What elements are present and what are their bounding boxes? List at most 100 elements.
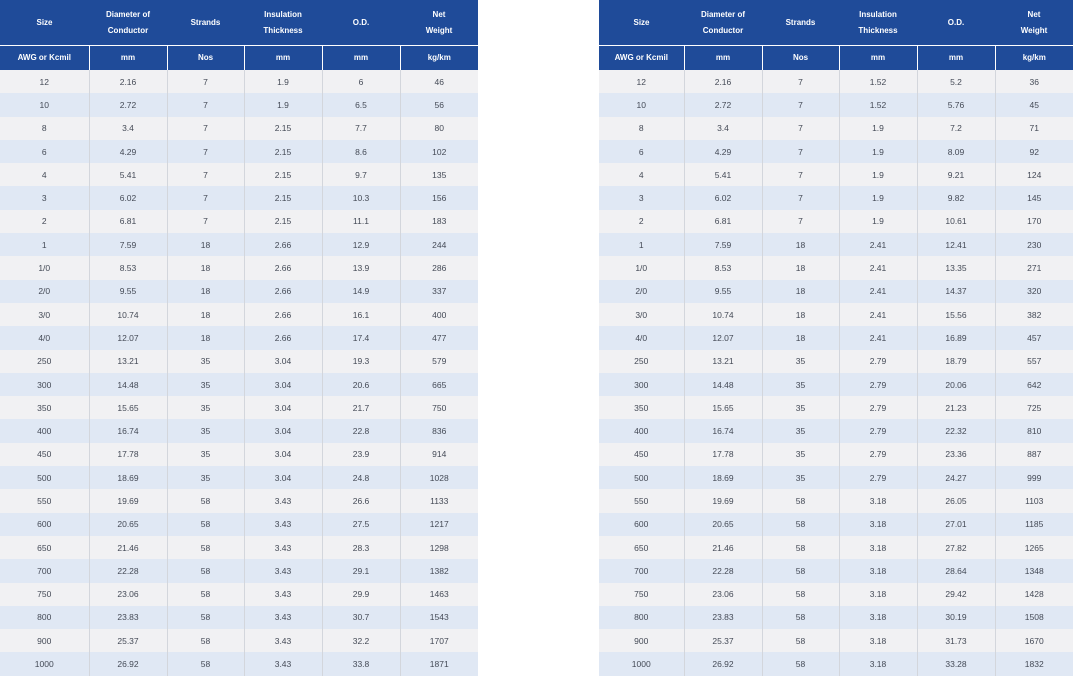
cell-size: 6 <box>0 139 89 164</box>
cell-insulation: 3.18 <box>838 605 917 630</box>
cell-size: 3 <box>599 186 684 210</box>
cell-insulation: 3.04 <box>243 349 322 373</box>
table-row: 1 7.59 18 2.66 12.9 244 <box>0 233 478 257</box>
cell-size: 3/0 <box>0 302 89 327</box>
table-row: 400 16.74 35 2.79 22.32 810 <box>599 419 1073 443</box>
cell-size: 550 <box>0 489 89 513</box>
cell-od: 23.9 <box>321 442 400 467</box>
cell-od: 5.2 <box>916 70 995 94</box>
cell-strands: 18 <box>166 279 244 303</box>
header-size: Size <box>0 0 89 46</box>
cell-strands: 7 <box>761 70 839 94</box>
cell-insulation: 2.41 <box>838 256 917 280</box>
table-row: 2 6.81 7 2.15 11.1 183 <box>0 209 478 234</box>
table-row: 650 21.46 58 3.18 27.82 1265 <box>599 535 1073 560</box>
table-row: 300 14.48 35 3.04 20.6 665 <box>0 372 478 397</box>
cell-strands: 58 <box>166 582 244 606</box>
cell-insulation: 3.43 <box>243 652 322 676</box>
cell-insulation: 2.79 <box>838 372 917 397</box>
cell-strands: 18 <box>761 326 839 350</box>
cell-insulation: 3.18 <box>838 652 917 676</box>
cell-od: 27.82 <box>916 535 995 560</box>
cell-weight: 1265 <box>994 535 1073 560</box>
cell-diameter: 26.92 <box>683 652 762 676</box>
cell-weight: 1185 <box>994 512 1073 536</box>
cell-od: 20.6 <box>321 372 400 397</box>
cell-insulation: 1.9 <box>838 186 917 210</box>
cell-diameter: 21.46 <box>88 535 167 560</box>
cell-strands: 7 <box>761 186 839 210</box>
unit-strands: Nos <box>166 45 244 70</box>
cell-size: 450 <box>0 442 89 467</box>
table-row: 10 2.72 7 1.9 6.5 56 <box>0 93 478 117</box>
cell-diameter: 19.69 <box>88 489 167 513</box>
cell-od: 26.05 <box>916 489 995 513</box>
cell-strands: 35 <box>166 466 244 490</box>
cell-insulation: 2.15 <box>243 116 322 140</box>
cell-size: 4 <box>0 163 89 187</box>
cell-od: 12.41 <box>916 233 995 257</box>
table-row: 2 6.81 7 1.9 10.61 170 <box>599 209 1073 234</box>
table-row: 4/0 12.07 18 2.66 17.4 477 <box>0 326 478 350</box>
cell-size: 1/0 <box>599 256 684 280</box>
table-body-left: 12 2.16 7 1.9 6 46 10 2.72 7 1.9 6.5 56 8 3.4 7 2.15 7.7… <box>0 70 478 676</box>
cell-weight: 145 <box>994 186 1073 210</box>
cell-size: 250 <box>0 349 89 373</box>
cell-insulation: 2.41 <box>838 326 917 350</box>
table-row: 4 5.41 7 2.15 9.7 135 <box>0 163 478 187</box>
cell-diameter: 8.53 <box>88 256 167 280</box>
cell-insulation: 2.15 <box>243 186 322 210</box>
cell-size: 1000 <box>0 652 89 676</box>
table-row: 12 2.16 7 1.9 6 46 <box>0 70 478 94</box>
cell-strands: 18 <box>761 256 839 280</box>
cell-diameter: 14.48 <box>683 372 762 397</box>
header-od: O.D. <box>917 0 995 46</box>
cell-size: 1 <box>599 233 684 257</box>
cell-strands: 18 <box>166 256 244 280</box>
unit-size: AWG or Kcmil <box>0 45 89 70</box>
cell-diameter: 7.59 <box>88 233 167 257</box>
table-row: 6 4.29 7 1.9 8.09 92 <box>599 139 1073 164</box>
cell-insulation: 1.9 <box>838 209 917 234</box>
cell-od: 17.4 <box>321 326 400 350</box>
cell-size: 1000 <box>599 652 684 676</box>
table-row: 6 4.29 7 2.15 8.6 102 <box>0 139 478 164</box>
cell-diameter: 14.48 <box>88 372 167 397</box>
table-row: 1 7.59 18 2.41 12.41 230 <box>599 233 1073 257</box>
cell-strands: 7 <box>166 186 244 210</box>
cell-diameter: 15.65 <box>683 396 762 420</box>
cell-insulation: 3.43 <box>243 559 322 583</box>
cell-diameter: 2.72 <box>88 93 167 117</box>
cell-strands: 7 <box>166 93 244 117</box>
cell-weight: 1508 <box>994 605 1073 630</box>
cell-diameter: 12.07 <box>88 326 167 350</box>
cell-size: 2 <box>599 209 684 234</box>
units-row: AWG or Kcmil mm Nos mm mm kg/km <box>0 45 478 70</box>
cell-weight: 80 <box>399 116 478 140</box>
table-row: 450 17.78 35 2.79 23.36 887 <box>599 442 1073 467</box>
cell-od: 33.28 <box>916 652 995 676</box>
cell-size: 2/0 <box>0 279 89 303</box>
table-body-right: 12 2.16 7 1.52 5.2 36 10 2.72 7 1.52 5.76 45 8 3.4 7 1.… <box>599 70 1073 676</box>
cell-diameter: 6.02 <box>683 186 762 210</box>
cell-weight: 244 <box>399 233 478 257</box>
cell-diameter: 23.06 <box>683 582 762 606</box>
unit-od: mm <box>916 45 995 70</box>
cell-diameter: 2.16 <box>88 70 167 94</box>
unit-weight: kg/km <box>994 45 1073 70</box>
cell-diameter: 6.81 <box>683 209 762 234</box>
cell-size: 2/0 <box>599 279 684 303</box>
cell-weight: 1382 <box>399 559 478 583</box>
cell-weight: 665 <box>399 372 478 397</box>
cell-weight: 46 <box>399 70 478 94</box>
cell-insulation: 2.79 <box>838 396 917 420</box>
table-row: 3 6.02 7 1.9 9.82 145 <box>599 186 1073 210</box>
cell-insulation: 2.79 <box>838 466 917 490</box>
table-row: 1000 26.92 58 3.18 33.28 1832 <box>599 652 1073 676</box>
cell-strands: 7 <box>166 70 244 94</box>
cell-strands: 58 <box>166 512 244 536</box>
header-weight-line1: Net <box>1027 9 1041 19</box>
table-row: 8 3.4 7 2.15 7.7 80 <box>0 116 478 140</box>
cell-insulation: 3.43 <box>243 605 322 630</box>
cell-od: 6 <box>321 70 400 94</box>
